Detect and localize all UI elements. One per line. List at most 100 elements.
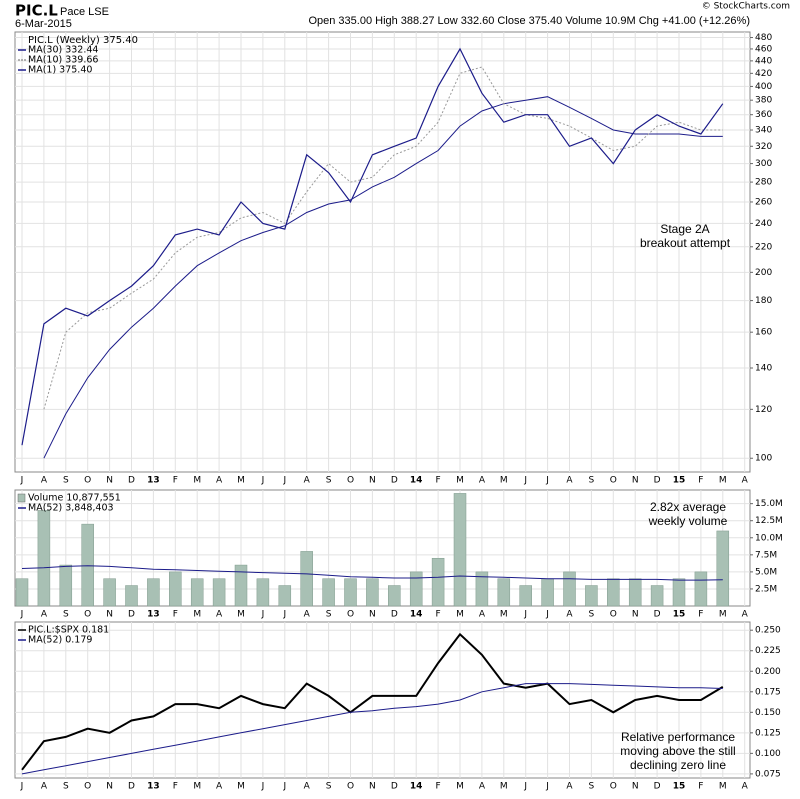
y-tick-label: 0.200 <box>755 667 781 677</box>
x-tick-label: 13 <box>147 610 160 620</box>
x-tick-label: J <box>545 782 549 792</box>
volume-bar <box>519 585 532 607</box>
volume-bar <box>212 578 226 607</box>
y-tick-label: 460 <box>755 44 772 54</box>
y-tick-label: 320 <box>755 142 772 152</box>
x-tick-label: F <box>436 610 441 620</box>
x-tick-label: O <box>610 782 617 792</box>
x-tick-label: M <box>237 610 245 620</box>
symbol: PIC.L <box>15 2 58 20</box>
x-tick-label: A <box>479 782 486 792</box>
y-tick-label: 340 <box>755 126 772 136</box>
y-tick-label: 0.225 <box>755 646 781 656</box>
volume-bar <box>256 578 270 607</box>
y-tick-label: 180 <box>755 296 772 306</box>
y-tick-label: 100 <box>755 454 772 464</box>
x-tick-label: A <box>566 782 573 792</box>
x-tick-label: S <box>63 782 69 792</box>
y-tick-label: 380 <box>755 96 772 106</box>
volume-bar <box>190 578 204 607</box>
annotation: Relative performance <box>621 730 735 744</box>
x-tick-label: D <box>128 782 135 792</box>
x-tick-label: J <box>523 610 527 620</box>
x-tick-label: A <box>41 476 48 486</box>
y-tick-label: 7.5M <box>755 550 777 560</box>
volume-bar <box>300 551 313 607</box>
x-tick-label: O <box>610 610 617 620</box>
x-tick-label: J <box>20 610 24 620</box>
y-tick-label: 160 <box>755 328 772 338</box>
x-tick-label: J <box>282 610 286 620</box>
x-tick-label: O <box>84 476 91 486</box>
x-tick-label: A <box>479 610 486 620</box>
volume-bar <box>541 578 554 607</box>
x-tick-label: A <box>216 610 223 620</box>
volume-bar <box>585 585 598 607</box>
series-line <box>21 683 723 775</box>
x-tick-label: N <box>106 782 113 792</box>
x-tick-label: D <box>128 476 135 486</box>
panel <box>14 31 751 473</box>
volume-bar <box>169 571 182 607</box>
volume-bar <box>628 578 642 607</box>
x-tick-label: M <box>456 476 464 486</box>
volume-bar <box>278 585 292 607</box>
x-tick-label: O <box>84 610 91 620</box>
x-tick-label: A <box>742 476 749 486</box>
x-tick-label: 14 <box>410 610 423 620</box>
volume-bar <box>103 578 116 607</box>
y-tick-label: 200 <box>755 268 772 278</box>
annotation: breakout attempt <box>640 236 731 250</box>
x-tick-label: J <box>545 610 549 620</box>
volume-bar <box>453 493 467 607</box>
x-tick-label: S <box>589 782 595 792</box>
x-tick-label: M <box>719 610 727 620</box>
x-tick-label: O <box>610 476 617 486</box>
quote: Open 335.00 High 388.27 Low 332.60 Close… <box>308 15 750 27</box>
annotation: weekly volume <box>648 514 728 528</box>
x-tick-label: J <box>261 476 265 486</box>
y-tick-label: 480 <box>755 33 772 43</box>
date: 6-Mar-2015 <box>15 18 72 30</box>
x-tick-label: 13 <box>147 782 160 792</box>
y-tick-label: 10.0M <box>755 533 783 543</box>
x-tick-label: J <box>545 476 549 486</box>
x-tick-label: A <box>216 782 223 792</box>
x-tick-label: N <box>369 610 376 620</box>
series-line <box>21 47 724 446</box>
volume-bar <box>344 578 357 607</box>
volume-bar <box>37 510 51 607</box>
x-tick-label: F <box>436 476 441 486</box>
annotation: 2.82x average <box>650 500 726 514</box>
x-tick-label: N <box>632 782 639 792</box>
exchange: Pace LSE <box>60 6 109 18</box>
volume-bar <box>497 578 511 607</box>
x-tick-label: J <box>282 476 286 486</box>
x-tick-label: N <box>106 476 113 486</box>
x-tick-label: F <box>698 782 703 792</box>
volume-bar <box>716 530 730 607</box>
x-tick-label: N <box>369 476 376 486</box>
y-tick-label: 0.175 <box>755 687 781 697</box>
x-tick-label: J <box>261 610 265 620</box>
legend-label: Volume 10,877,551 <box>28 493 121 504</box>
x-tick-label: A <box>41 782 48 792</box>
x-tick-label: J <box>20 476 24 486</box>
x-tick-label: 15 <box>673 476 686 486</box>
annotation: moving above the still <box>620 744 735 758</box>
x-tick-label: N <box>369 782 376 792</box>
y-tick-label: 300 <box>755 159 772 169</box>
volume-bar <box>125 585 138 607</box>
volume-bar <box>234 564 248 607</box>
legend-label: MA(1) 375.40 <box>28 65 92 76</box>
x-tick-label: D <box>654 476 661 486</box>
y-tick-label: 440 <box>755 56 772 66</box>
y-tick-label: 0.100 <box>755 749 781 759</box>
x-tick-label: 15 <box>673 782 686 792</box>
volume-bar <box>650 585 664 607</box>
series-line <box>21 565 723 581</box>
x-tick-label: M <box>500 476 508 486</box>
y-tick-label: 220 <box>755 242 772 252</box>
legend-label: MA(30) 332.44 <box>28 45 98 56</box>
